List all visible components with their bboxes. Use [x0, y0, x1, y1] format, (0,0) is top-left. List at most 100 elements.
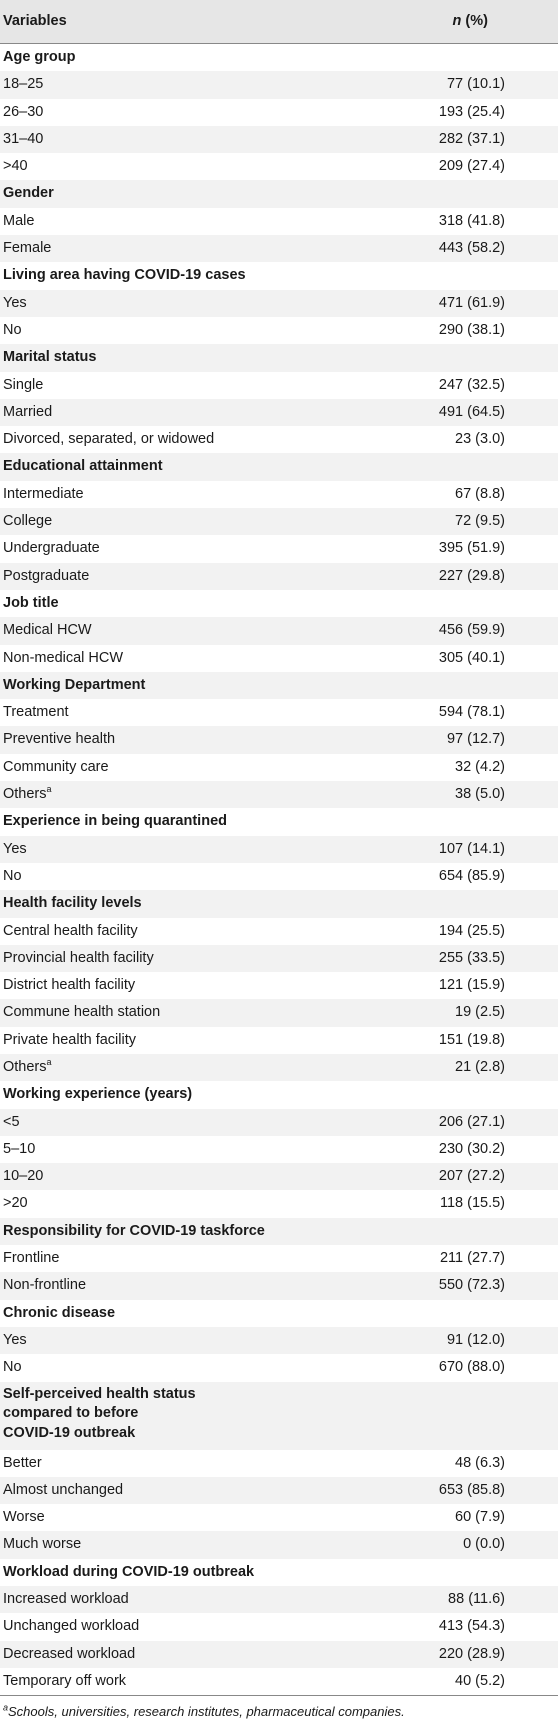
row-value: 211 (27.7): [439, 1250, 505, 1267]
table-row: Community care 32 (4.2): [0, 754, 558, 781]
section-value-empty: [380, 671, 558, 700]
section-title: Living area having COVID-19 cases: [3, 267, 246, 284]
row-label-text: Treatment: [3, 704, 69, 721]
row-label-text: Private health facility: [3, 1031, 136, 1048]
table-row: College 72 (9.5): [0, 508, 558, 536]
table-row: Yes 107 (14.1): [0, 835, 558, 863]
table-body: Age group 18–25 77 (10.1) 26–30 193 (25.4) 31…: [0, 44, 558, 1697]
row-label-text: Medical HCW: [3, 622, 92, 639]
row-label-text: Worse: [3, 1509, 45, 1526]
section-title: Chronic disease: [3, 1304, 116, 1321]
section-value-empty: [380, 1081, 558, 1108]
row-label: Married: [0, 398, 380, 427]
row-label-text: Better: [3, 1454, 42, 1471]
row-value: 121 (15.9): [438, 977, 505, 994]
table-row: Central health facility 194 (25.5): [0, 918, 558, 945]
row-label: 5–10: [0, 1136, 380, 1163]
row-label: Treatment: [0, 699, 380, 726]
table-row: Private health facility 151 (19.8): [0, 1027, 558, 1054]
row-label: Private health facility: [0, 1027, 380, 1054]
row-label-text: Intermediate: [3, 485, 84, 502]
row-value: 456 (59.9): [380, 617, 558, 645]
footnote-ref: a: [46, 784, 52, 795]
row-value: 395 (51.9): [438, 540, 505, 557]
row-label-text: Almost unchanged: [3, 1481, 124, 1498]
table-row: Intermediate 67 (8.8): [0, 481, 558, 508]
table-row: Almost unchanged 653 (85.8): [0, 1476, 558, 1505]
section-header-row: Job title: [0, 590, 558, 617]
section-value-empty: [380, 344, 558, 372]
row-label-text: Non-medical HCW: [3, 649, 124, 666]
section-value-empty: [380, 44, 558, 72]
row-label-text: 10–20: [3, 1168, 44, 1185]
section-header-row: Working experience (years): [0, 1081, 558, 1108]
row-value: 550 (72.3): [380, 1272, 558, 1300]
row-label-text: Decreased workload: [3, 1645, 136, 1662]
row-label: Worse: [0, 1504, 380, 1531]
table-row: Medical HCW 456 (59.9): [0, 617, 558, 645]
row-value: 413 (54.3): [438, 1618, 505, 1635]
section-header-row: Health facility levels: [0, 890, 558, 918]
section-value-empty: [380, 180, 558, 208]
table-row: Male 318 (41.8): [0, 208, 558, 235]
row-label: Decreased workload: [0, 1640, 380, 1668]
section-value-empty: [380, 1217, 558, 1246]
row-label: 26–30: [0, 99, 380, 126]
row-value: 443 (58.2): [380, 235, 558, 263]
section-header-row: Responsibility for COVID-19 taskforce: [0, 1217, 558, 1246]
section-value-empty: [380, 808, 558, 835]
row-label-text: Much worse: [3, 1536, 82, 1553]
row-label: >20: [0, 1190, 380, 1217]
row-label-text: Unchanged workload: [3, 1618, 140, 1635]
section-header-row: Marital status: [0, 344, 558, 372]
row-value: 247 (32.5): [438, 376, 505, 393]
table-row: No 290 (38.1): [0, 317, 558, 344]
section-title: Health facility levels: [0, 890, 380, 918]
table-row: Divorced, separated, or widowed 23 (3.0): [0, 426, 558, 453]
section-value-empty: [380, 590, 558, 617]
section-title: Responsibility for COVID-19 taskforce: [0, 1217, 380, 1246]
row-label: Othersa: [0, 1053, 380, 1082]
table-row: Temporary off work 40 (5.2): [0, 1667, 558, 1697]
table-row: Othersa 38 (5.0): [0, 781, 558, 809]
row-value: 654 (85.9): [438, 867, 505, 884]
section-value-empty: [380, 1300, 558, 1327]
row-label-text: 31–40: [3, 130, 44, 147]
row-value: 151 (19.8): [438, 1031, 505, 1048]
row-label: 31–40: [0, 125, 380, 154]
row-label: Temporary off work: [0, 1667, 380, 1697]
section-title-line: compared to before: [3, 1405, 139, 1422]
section-title: Job title: [3, 594, 59, 611]
row-value: 21 (2.8): [380, 1053, 558, 1082]
row-value: 594 (78.1): [438, 704, 505, 721]
section-header-row: Living area having COVID-19 cases: [0, 262, 558, 289]
section-value-empty: [380, 890, 558, 918]
section-title: Working experience (years): [3, 1086, 193, 1103]
table-row: Provincial health facility 255 (33.5): [0, 944, 558, 973]
row-label-text: 5–10: [3, 1140, 36, 1157]
table-row: 10–20 207 (27.2): [0, 1163, 558, 1191]
row-label-text: No: [3, 867, 22, 884]
row-label: Divorced, separated, or widowed: [0, 426, 380, 453]
section-title: Working Department: [0, 671, 380, 700]
section-header-row: Age group: [0, 44, 558, 72]
section-header-row: Workload during COVID-19 outbreak: [0, 1559, 558, 1586]
row-label-text: >40: [3, 158, 28, 175]
row-label-text: District health facility: [3, 977, 136, 994]
row-label: Unchanged workload: [0, 1613, 380, 1640]
row-value: 206 (27.1): [380, 1108, 558, 1136]
table-row: No 670 (88.0): [0, 1354, 558, 1381]
row-label-text: Postgraduate: [3, 567, 90, 584]
section-title: Educational attainment: [0, 453, 380, 481]
table-row: Increased workload 88 (11.6): [0, 1586, 558, 1614]
table-row: Better 48 (6.3): [0, 1450, 558, 1477]
row-label: District health facility: [0, 972, 380, 999]
row-label: Single: [0, 372, 380, 399]
section-header-row: Self-perceived health status compared to …: [0, 1381, 558, 1450]
row-value: 193 (25.4): [438, 103, 505, 120]
section-header-row: Working Department: [0, 671, 558, 700]
row-label-text: Male: [3, 212, 35, 229]
row-value: 670 (88.0): [438, 1359, 505, 1376]
table-row: Much worse 0 (0.0): [0, 1531, 558, 1559]
